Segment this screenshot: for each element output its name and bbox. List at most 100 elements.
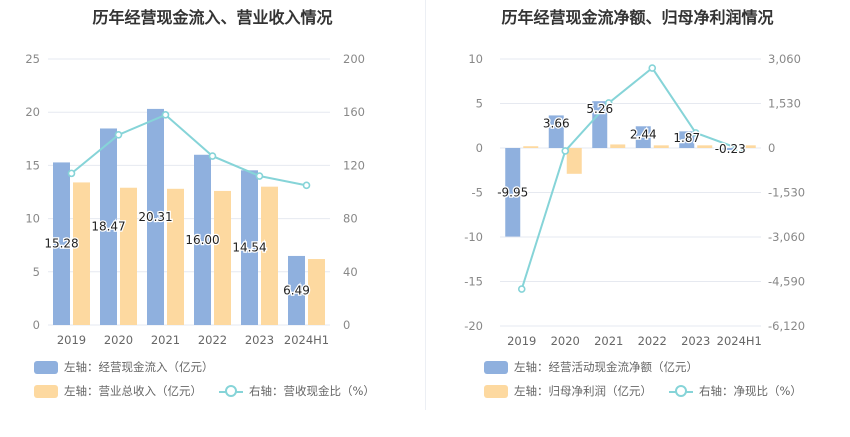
y-right-tick-label: -4,590 bbox=[768, 275, 805, 289]
data-label: 3.66 bbox=[543, 116, 570, 130]
legend-item-series-2[interactable]: 右轴：营收现金比（%） bbox=[219, 383, 375, 399]
line-point bbox=[691, 129, 700, 137]
bar-primary bbox=[194, 154, 211, 325]
legend-swatch bbox=[34, 360, 58, 374]
x-tick-label: 2020 bbox=[104, 333, 133, 347]
bar-secondary bbox=[653, 145, 669, 148]
y-left-tick-label: 0 bbox=[476, 141, 483, 155]
legend-label: 右轴：营收现金比（%） bbox=[249, 384, 375, 398]
data-label: 16.00 bbox=[185, 233, 219, 247]
y-right-tick-label: 120 bbox=[343, 158, 365, 172]
chart-title: 历年经营现金流净额、归母净利润情况 bbox=[501, 8, 774, 27]
y-left-tick-label: -5 bbox=[472, 186, 483, 200]
bar-secondary bbox=[120, 187, 137, 325]
bar-primary bbox=[100, 128, 117, 325]
panel-divider bbox=[425, 0, 426, 410]
y-right-tick-label: 0 bbox=[343, 318, 350, 332]
y-left-tick-label: 25 bbox=[25, 52, 40, 66]
x-tick-label: 2022 bbox=[198, 333, 227, 347]
bar-primary bbox=[147, 108, 164, 325]
data-label: 2.44 bbox=[630, 127, 657, 141]
data-label: 1.87 bbox=[673, 131, 700, 145]
x-tick-label: 2019 bbox=[507, 334, 536, 348]
data-label: 6.49 bbox=[283, 283, 310, 297]
data-label: 15.28 bbox=[44, 237, 78, 251]
line-point bbox=[561, 147, 570, 155]
y-left-tick-label: 15 bbox=[25, 158, 40, 172]
y-left-tick-label: -20 bbox=[464, 319, 483, 333]
data-label: -0.23 bbox=[715, 142, 746, 156]
chart-net-cashflow-profit: -20 -15 -10 -5 0 5 10 -6,120 -4,590 -3,060 -1,530 0… bbox=[464, 52, 805, 348]
data-label: 5.26 bbox=[586, 102, 613, 116]
bar-secondary bbox=[308, 259, 325, 325]
bar-primary bbox=[722, 148, 738, 151]
y-right-tick-label: 3,060 bbox=[768, 52, 801, 66]
legend-item-series-1[interactable]: 左轴：营业总收入（亿元） bbox=[34, 383, 202, 399]
chart-cash-inflow-revenue: 0 5 10 15 20 25 0 40 80 120 160 200 2019 2020 2021 2022… bbox=[25, 52, 365, 347]
y-left-tick-label: 10 bbox=[25, 212, 40, 226]
data-label: 20.31 bbox=[138, 210, 172, 224]
y-left-tick-label: 10 bbox=[468, 52, 483, 66]
x-tick-label: 2023 bbox=[681, 334, 710, 348]
y-left-tick-label: 0 bbox=[33, 318, 40, 332]
bar-secondary bbox=[167, 188, 184, 325]
bar-primary bbox=[548, 115, 564, 148]
bar-secondary bbox=[261, 186, 278, 325]
data-label: 14.54 bbox=[232, 241, 266, 255]
x-tick-label: 2019 bbox=[57, 333, 86, 347]
data-label: -9.95 bbox=[497, 185, 528, 199]
bar-primary bbox=[635, 126, 651, 148]
y-right-tick-label: 1,530 bbox=[768, 97, 801, 111]
x-tick-label: 2024H1 bbox=[284, 333, 329, 347]
y-left-tick-label: 20 bbox=[25, 105, 40, 119]
legend-item-series-0[interactable]: 左轴：经营现金流入（亿元） bbox=[34, 359, 214, 375]
y-right-tick-label: -3,060 bbox=[768, 230, 805, 244]
chart-panel-cash-inflow-revenue: 0 5 10 15 20 25 0 40 80 120 160 200 2019 2020 2021 2022… bbox=[25, 8, 375, 399]
y-right-tick-label: -1,530 bbox=[768, 186, 805, 200]
x-tick-label: 2024H1 bbox=[717, 334, 762, 348]
y-right-tick-label: 200 bbox=[343, 52, 365, 66]
legend-label: 左轴：经营现金流入（亿元） bbox=[64, 360, 214, 374]
legend-swatch bbox=[484, 360, 508, 374]
x-tick-label: 2021 bbox=[594, 334, 623, 348]
data-label: 18.47 bbox=[91, 220, 125, 234]
y-right-tick-label: 40 bbox=[343, 265, 358, 279]
bar-primary bbox=[288, 255, 305, 325]
legend-line-swatch bbox=[219, 384, 243, 398]
line-point bbox=[161, 111, 170, 119]
line-point bbox=[114, 131, 123, 139]
y-right-tick-label: 160 bbox=[343, 105, 365, 119]
y-right-tick-label: -6,120 bbox=[768, 319, 805, 333]
line-point bbox=[67, 169, 76, 178]
line-point bbox=[302, 181, 311, 190]
line-point bbox=[517, 285, 526, 293]
legend-label: 左轴：营业总收入（亿元） bbox=[64, 384, 202, 398]
y-right-tick-label: 80 bbox=[343, 212, 358, 226]
bar-primary bbox=[679, 131, 695, 148]
bar-primary bbox=[505, 148, 521, 237]
bar-primary bbox=[53, 162, 70, 325]
chart-title: 历年经营现金流入、营业收入情况 bbox=[92, 8, 333, 27]
bar-primary bbox=[592, 101, 608, 148]
legend-label: 左轴：经营活动现金流净额（亿元） bbox=[514, 360, 698, 374]
bar-secondary bbox=[73, 182, 90, 325]
bar-secondary bbox=[523, 146, 539, 148]
legend-swatch bbox=[34, 384, 58, 398]
bar-secondary bbox=[214, 190, 231, 325]
y-left-tick-label: -10 bbox=[464, 230, 483, 244]
legend-label: 左轴：归母净利润（亿元） bbox=[514, 384, 652, 398]
y-right-tick-label: 0 bbox=[768, 141, 775, 155]
line-point bbox=[208, 152, 217, 160]
x-tick-label: 2023 bbox=[245, 333, 274, 347]
line-point bbox=[735, 145, 744, 153]
legend-item-series-0[interactable]: 左轴：经营活动现金流净额（亿元） bbox=[484, 359, 698, 375]
bar-secondary bbox=[740, 145, 756, 148]
legend-item-series-1[interactable]: 左轴：归母净利润（亿元） bbox=[484, 383, 652, 399]
legend-item-series-2[interactable]: 右轴：净现比（%） bbox=[669, 383, 802, 399]
legend-label: 右轴：净现比（%） bbox=[699, 384, 802, 398]
bar-secondary bbox=[697, 145, 713, 148]
line-point bbox=[648, 64, 657, 72]
x-tick-label: 2020 bbox=[551, 334, 580, 348]
line-series bbox=[70, 113, 307, 187]
legend-swatch bbox=[484, 384, 508, 398]
